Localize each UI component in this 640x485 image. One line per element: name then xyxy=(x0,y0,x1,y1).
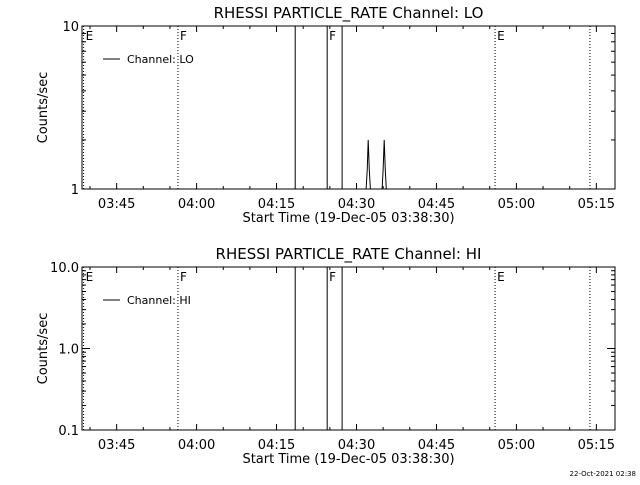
panel-2-marker-label-3: F xyxy=(329,270,336,284)
panel-1-legend-label: Channel: LO xyxy=(127,53,194,66)
panel-1-title: RHESSI PARTICLE_RATE Channel: LO xyxy=(214,4,484,23)
panel-1-y-tick-label-0: 1 xyxy=(71,183,79,198)
panel-2-y-tick-label-2: 10.0 xyxy=(50,261,79,276)
panel-2-x-axis-label: Start Time (19-Dec-05 03:38:30) xyxy=(242,452,454,467)
panel-2-x-tick-label-1: 04:00 xyxy=(178,438,215,453)
panel-1-axes-frame xyxy=(81,25,616,190)
panel-1-marker-label-1: F xyxy=(180,29,187,43)
panel-2-x-tick-label-6: 05:15 xyxy=(578,438,615,453)
panel-2-y-axis-label: Counts/sec xyxy=(36,313,51,385)
panel-1-y-tick-label-1: 10 xyxy=(62,20,79,35)
panel-2-axes-frame xyxy=(81,266,616,431)
panel-1-y-axis-label: Counts/sec xyxy=(36,72,51,144)
panel-1-series-line-0 xyxy=(365,139,387,190)
panel-2-title: RHESSI PARTICLE_RATE Channel: HI xyxy=(216,245,482,264)
panel-2-marker-label-0: E xyxy=(86,270,94,284)
panel-2-x-tick-label-2: 04:15 xyxy=(258,438,295,453)
panel-2-y-tick-label-0: 0.1 xyxy=(58,424,79,439)
panel-2-marker-label-5: E xyxy=(497,270,505,284)
panel-1-x-tick-label-4: 04:45 xyxy=(418,197,455,212)
panel-2-marker-label-1: F xyxy=(180,270,187,284)
panel-1-marker-label-0: E xyxy=(86,29,94,43)
panel-2-x-tick-label-5: 05:00 xyxy=(498,438,535,453)
panel-1-x-tick-label-1: 04:00 xyxy=(178,197,215,212)
panel-2-x-tick-label-3: 04:30 xyxy=(338,438,375,453)
panel-1-marker-label-3: F xyxy=(329,29,336,43)
panel-2-x-tick-label-4: 04:45 xyxy=(418,438,455,453)
footer-timestamp: 22-Oct-2021 02:38 xyxy=(569,470,636,478)
panel-1-x-tick-label-5: 05:00 xyxy=(498,197,535,212)
panel-1-x-tick-label-2: 04:15 xyxy=(258,197,295,212)
panel-2-legend-label: Channel: HI xyxy=(127,294,191,307)
panel-1-x-axis-label: Start Time (19-Dec-05 03:38:30) xyxy=(242,211,454,226)
panel-1-marker-label-5: E xyxy=(497,29,505,43)
panel-2-y-tick-label-1: 1.0 xyxy=(58,343,79,358)
panel-1-x-tick-label-6: 05:15 xyxy=(578,197,615,212)
panel-2-x-tick-label-0: 03:45 xyxy=(98,438,135,453)
panel-1-x-tick-label-3: 04:30 xyxy=(338,197,375,212)
panel-1-x-tick-label-0: 03:45 xyxy=(98,197,135,212)
